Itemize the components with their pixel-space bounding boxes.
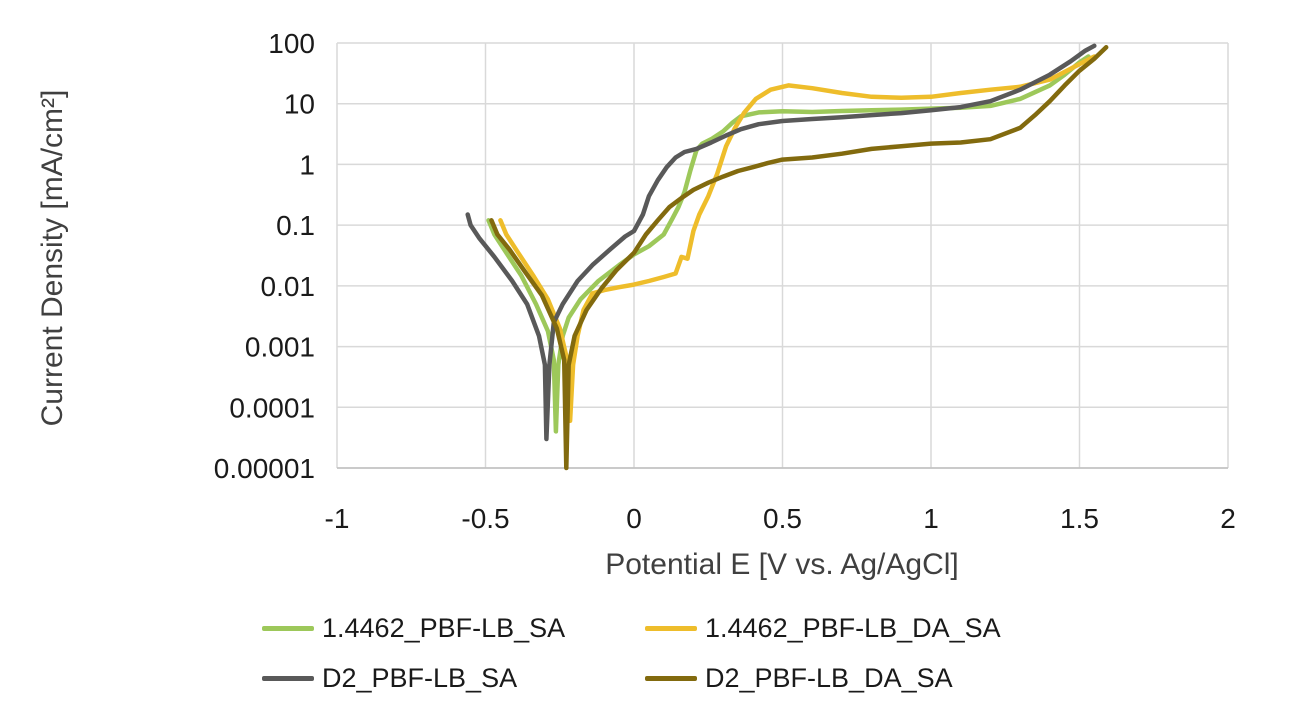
- y-tick-label: 100: [268, 28, 315, 59]
- legend-item: 1.4462_PBF-LB_DA_SA: [645, 608, 1001, 648]
- legend: 1.4462_PBF-LB_SA 1.4462_PBF-LB_DA_SA D2_PB…: [0, 598, 1300, 710]
- series-line-3: [465, 43, 1097, 442]
- series-line-1: [486, 54, 1091, 434]
- y-tick-label: 0.1: [276, 210, 315, 241]
- y-tick-label: 0.001: [245, 332, 315, 363]
- legend-item: 1.4462_PBF-LB_SA: [262, 608, 565, 648]
- x-tick-label: 0: [626, 503, 642, 534]
- x-tick-label: -0.5: [461, 503, 509, 534]
- y-tick-label: 0.01: [261, 271, 316, 302]
- legend-swatch: [262, 625, 314, 631]
- legend-swatch: [645, 675, 697, 681]
- x-axis-ticks: -1 -0.5 0 0.5 1 1.5 2: [325, 503, 1236, 534]
- legend-item: D2_PBF-LB_SA: [262, 658, 517, 698]
- y-axis-ticks: 0.00001 0.0001 0.001 0.01 0.1 1 10 100: [214, 28, 315, 484]
- series-layer: [465, 43, 1109, 471]
- polarization-chart: -1 -0.5 0 0.5 1 1.5 2 0.000010.00010.0010.010.…: [36, 28, 1236, 581]
- y-tick-label: 0.0001: [229, 392, 315, 423]
- legend-swatch: [645, 625, 697, 631]
- x-tick-label: 2: [1220, 503, 1236, 534]
- legend-label: D2_PBF-LB_SA: [322, 662, 518, 693]
- legend-swatch: [262, 675, 314, 681]
- legend-label: 1.4462_PBF-LB_DA_SA: [705, 612, 1001, 643]
- gridlines: [336, 42, 1229, 469]
- x-tick-label: -1: [325, 503, 350, 534]
- x-tick-label: 1.5: [1060, 503, 1099, 534]
- legend-item: D2_PBF-LB_DA_SA: [645, 658, 953, 698]
- legend-label: 1.4462_PBF-LB_SA: [322, 612, 566, 643]
- x-axis-title: Potential E [V vs. Ag/AgCl]: [605, 548, 959, 581]
- y-tick-label: 1: [299, 149, 315, 180]
- y-axis-title: Current Density [mA/cm²]: [36, 90, 69, 427]
- y-tick-label: 0.00001: [214, 453, 315, 484]
- y-tick-label: 10: [284, 89, 315, 120]
- series-line-4: [489, 45, 1109, 471]
- x-tick-label: 0.5: [763, 503, 802, 534]
- legend-label: D2_PBF-LB_DA_SA: [705, 662, 953, 693]
- x-tick-label: 1: [923, 503, 939, 534]
